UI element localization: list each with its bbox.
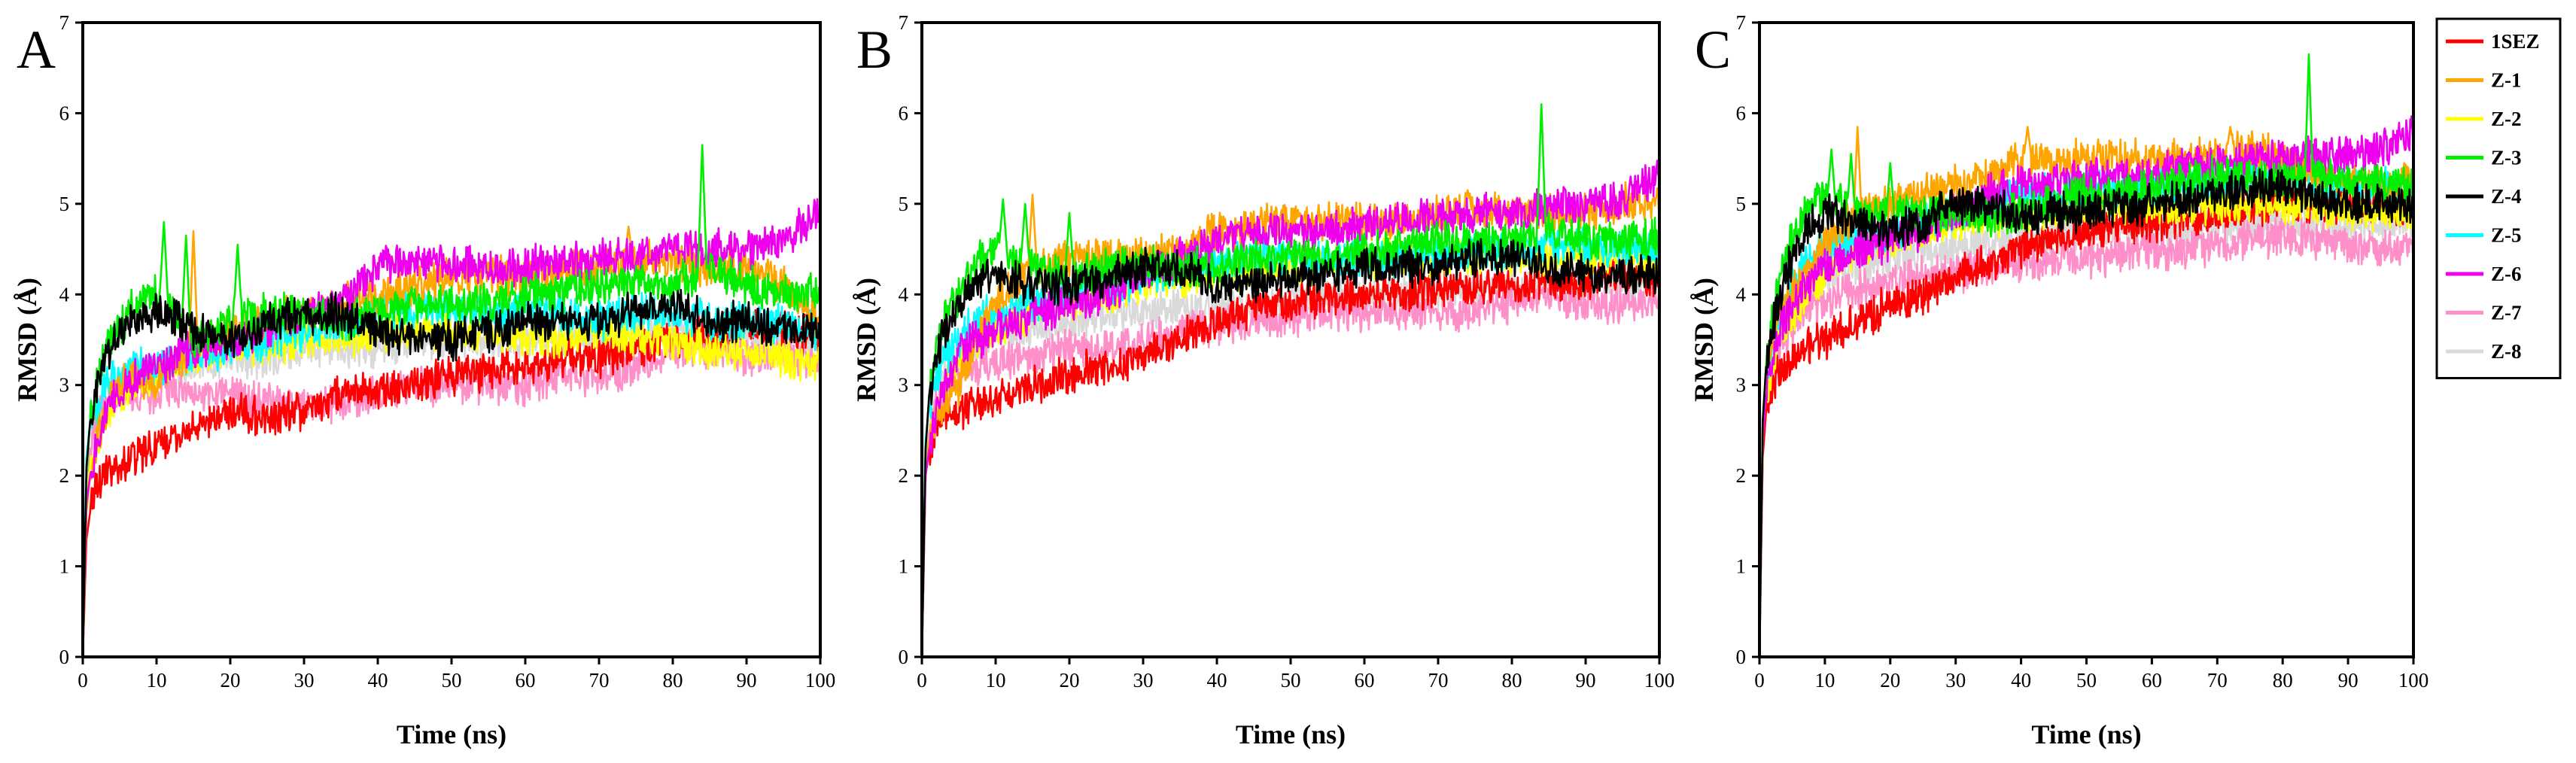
x-axis-title: Time (ns) [2031, 719, 2141, 749]
y-tick-label: 1 [59, 555, 70, 578]
panel-A: 0 10 20 30 40 50 60 70 80 90 100 0 1 2 3 4 5 6 7 Time (ns) R… [12, 11, 835, 749]
series-line-Z-6 [922, 160, 1659, 657]
legend-label-Z-3: Z-3 [2491, 147, 2522, 169]
x-tick-label: 0 [78, 669, 88, 692]
y-axis-title: RMSD (Å) [12, 278, 42, 402]
x-tick-label: 40 [2011, 669, 2031, 692]
legend-label-Z-6: Z-6 [2491, 263, 2522, 285]
x-tick-label: 20 [1880, 669, 1900, 692]
x-tick-label: 90 [1576, 669, 1596, 692]
panel-B: 0 10 20 30 40 50 60 70 80 90 100 0 1 2 3 4 5 6 7 Time (ns) R… [851, 11, 1674, 749]
y-tick-label: 3 [1736, 374, 1747, 397]
series-line-Z-7 [922, 275, 1659, 657]
panel-label-B: B [856, 20, 893, 80]
y-tick-label: 3 [899, 374, 909, 397]
x-tick-label: 90 [737, 669, 757, 692]
series-line-Z-6 [1759, 115, 2413, 657]
plot-frame [920, 21, 1661, 658]
y-tick-label: 4 [899, 283, 909, 306]
legend-label-Z-4: Z-4 [2491, 185, 2522, 208]
y-tick-label: 7 [59, 11, 70, 34]
x-tick-label: 90 [2338, 669, 2359, 692]
y-tick-label: 1 [1736, 555, 1747, 578]
x-tick-label: 50 [2076, 669, 2097, 692]
series-group [83, 144, 820, 657]
y-tick-label: 5 [1736, 193, 1747, 215]
x-tick-label: 0 [917, 669, 927, 692]
x-tick-label: 80 [663, 669, 683, 692]
series-line-Z-3 [922, 103, 1659, 657]
x-tick-label: 30 [294, 669, 315, 692]
y-tick-label: 4 [1736, 283, 1747, 306]
y-tick-label: 6 [1736, 102, 1747, 124]
y-tick-label: 6 [59, 102, 70, 124]
y-tick-label: 7 [899, 11, 909, 34]
y-tick-label: 5 [899, 193, 909, 215]
x-tick-label: 50 [442, 669, 462, 692]
y-tick-label: 0 [59, 646, 70, 668]
x-axis-title: Time (ns) [1236, 719, 1346, 749]
y-tick-label: 0 [1736, 646, 1747, 668]
series-group [922, 103, 1659, 657]
x-tick-label: 20 [1060, 669, 1080, 692]
series-line-Z-4 [83, 288, 820, 657]
y-axis-title: RMSD (Å) [851, 278, 881, 402]
legend: 1SEZ Z-1 Z-2 Z-3 Z-4 Z-5 Z-6 Z-7 Z-8 [2435, 17, 2562, 379]
x-tick-label: 10 [1814, 669, 1835, 692]
x-tick-label: 60 [516, 669, 536, 692]
x-tick-label: 20 [220, 669, 241, 692]
x-tick-label: 70 [2207, 669, 2228, 692]
x-tick-label: 10 [147, 669, 167, 692]
y-tick-label: 7 [1736, 11, 1747, 34]
x-tick-label: 40 [1207, 669, 1227, 692]
x-tick-label: 80 [1502, 669, 1522, 692]
series-line-Z-4 [1759, 168, 2413, 657]
legend-label-1SEZ: 1SEZ [2491, 30, 2540, 53]
y-tick-label: 2 [899, 464, 909, 487]
y-tick-label: 0 [899, 646, 909, 668]
series-line-Z-6 [83, 198, 820, 657]
x-tick-label: 70 [1428, 669, 1449, 692]
x-tick-label: 100 [805, 669, 836, 692]
legend-label-Z-1: Z-1 [2491, 69, 2522, 92]
legend-label-Z-5: Z-5 [2491, 224, 2522, 247]
x-tick-label: 60 [1355, 669, 1375, 692]
x-tick-label: 70 [589, 669, 610, 692]
x-tick-label: 40 [368, 669, 388, 692]
y-tick-label: 5 [59, 193, 70, 215]
x-tick-label: 100 [1644, 669, 1675, 692]
x-tick-label: 0 [1754, 669, 1765, 692]
y-tick-label: 2 [59, 464, 70, 487]
legend-label-Z-7: Z-7 [2491, 302, 2522, 324]
x-tick-label: 80 [2273, 669, 2293, 692]
panel-C: 0 10 20 30 40 50 60 70 80 90 100 0 1 2 3 4 5 6 7 Time (ns) R… [1689, 11, 2428, 749]
y-tick-label: 1 [899, 555, 909, 578]
x-tick-label: 100 [2398, 669, 2429, 692]
x-tick-label: 30 [1945, 669, 1966, 692]
series-group [1759, 53, 2413, 657]
x-tick-label: 60 [2142, 669, 2162, 692]
x-tick-label: 10 [986, 669, 1006, 692]
panel-label-C: C [1695, 20, 1731, 80]
legend-label-Z-8: Z-8 [2491, 340, 2522, 363]
panel-label-A: A [17, 20, 56, 80]
x-tick-label: 50 [1281, 669, 1301, 692]
x-axis-title: Time (ns) [397, 719, 506, 749]
series-line-Z-4 [922, 238, 1659, 657]
y-tick-label: 2 [1736, 464, 1747, 487]
y-tick-label: 6 [899, 102, 909, 124]
series-line-Z-8 [1759, 199, 2413, 657]
y-tick-label: 3 [59, 374, 70, 397]
series-line-Z-1 [1759, 126, 2413, 657]
y-tick-label: 4 [59, 283, 70, 306]
legend-label-Z-2: Z-2 [2491, 108, 2522, 130]
series-line-Z-7 [1759, 217, 2413, 657]
y-axis-title: RMSD (Å) [1689, 278, 1719, 402]
x-tick-label: 30 [1133, 669, 1154, 692]
